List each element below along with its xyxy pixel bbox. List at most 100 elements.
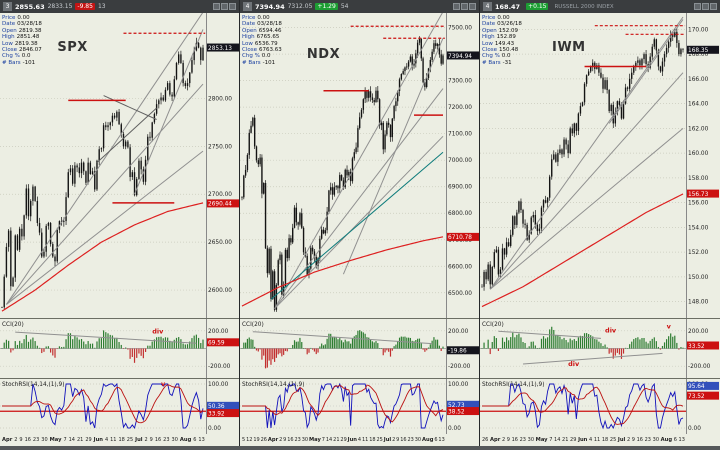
- time-axis-label: May: [309, 437, 321, 443]
- chart-panel-iwm: 4 168.47 +0.15 RUSSELL 2000 INDEX 170.00…: [480, 0, 720, 446]
- data-window-row: Chg % 0.0: [242, 53, 271, 60]
- window-buttons[interactable]: [453, 3, 476, 10]
- cci-svg[interactable]: 200.00 -200.00 -19.86 CCI(20): [240, 319, 479, 378]
- cci-label: CCI(20): [242, 322, 264, 328]
- value-badge: 7394.94: [447, 51, 479, 60]
- svg-text:52.73: 52.73: [448, 403, 465, 409]
- price-chart[interactable]: 170.00 168.00 166.00 164.00 162.00 160.00 158.…: [480, 13, 720, 318]
- time-axis-label: 21: [333, 437, 340, 443]
- price-chart-svg[interactable]: 2800.00 2750.00 2700.00 2650.00 2600.00 2853.…: [0, 13, 239, 318]
- data-window-row: Date 03/28/18: [242, 21, 282, 28]
- cci-panel[interactable]: 200.00 -200.00 -19.86 CCI(20): [240, 318, 479, 378]
- cci-panel[interactable]: 200.00 -200.00 div div v 33.52 CCI(20): [480, 318, 720, 378]
- svg-text:0.00: 0.00: [688, 426, 701, 432]
- svg-text:7100.00: 7100.00: [448, 132, 472, 138]
- cci-label: CCI(20): [2, 322, 24, 328]
- time-axis-label: 16: [154, 437, 162, 443]
- svg-text:148.00: 148.00: [688, 300, 709, 306]
- close-icon[interactable]: [469, 3, 476, 10]
- time-axis-label: 19: [253, 437, 260, 443]
- svg-text:6900.00: 6900.00: [448, 185, 472, 191]
- panel-header[interactable]: 4 7394.94 7312.05 +1.29 54: [240, 0, 479, 13]
- time-axis-label: 29: [85, 437, 92, 443]
- time-axis-label: 30: [301, 437, 309, 443]
- time-axis-label: 30: [527, 437, 535, 443]
- stochrsi-svg[interactable]: 100.000.0095.6473.52StochRSI(14,14,(1),9…: [480, 379, 719, 434]
- time-axis-label: Apr: [490, 437, 501, 443]
- svg-text:6600.00: 6600.00: [448, 264, 472, 270]
- cci-histogram: [241, 330, 444, 369]
- close-icon[interactable]: [229, 3, 236, 10]
- minimize-icon[interactable]: [213, 3, 220, 10]
- time-axis-label: 2: [626, 437, 631, 443]
- time-axis-label: 9: [19, 437, 23, 443]
- price-chart[interactable]: 7500.007400.007300.007200.007100.007000.…: [240, 13, 479, 318]
- data-window-row: Open 152.09: [482, 27, 518, 34]
- svg-text:div: div: [605, 327, 617, 335]
- time-axis-label: 16: [24, 437, 31, 443]
- time-axis-label: 11: [110, 437, 117, 443]
- time-axis-label: 21: [562, 437, 569, 443]
- value-badge: 73.52: [687, 391, 719, 400]
- header-change-badge: +0.15: [526, 3, 549, 10]
- maximize-icon[interactable]: [461, 3, 468, 10]
- svg-text:7300.00: 7300.00: [448, 79, 472, 85]
- svg-text:6710.78: 6710.78: [448, 235, 472, 241]
- window-buttons[interactable]: [694, 3, 717, 10]
- svg-text:v: v: [667, 323, 672, 331]
- stoch-label: StochRSI(14,14,(1),9): [242, 382, 304, 388]
- svg-text:2700.00: 2700.00: [208, 192, 232, 198]
- panel-header[interactable]: 4 168.47 +0.15 RUSSELL 2000 INDEX: [480, 0, 720, 13]
- price-axis: 170.00 168.00 166.00 164.00 162.00 160.00 158.…: [480, 27, 709, 306]
- time-axis-label: 4: [104, 437, 109, 443]
- time-axis-label: 11: [361, 437, 369, 443]
- time-axis-label: May: [535, 437, 548, 443]
- svg-text:0.00: 0.00: [208, 426, 221, 432]
- cci-histogram: [481, 326, 684, 359]
- panel-header[interactable]: 3 2855.63 2833.15 -9.85 13: [0, 0, 239, 13]
- time-axis: 5 12 19 26 Apr 2 9 16 23 30 May 7 14 21 29 Jun 4 11 18 25 Ju…: [240, 434, 447, 446]
- chart-type-icon[interactable]: 3: [3, 2, 12, 11]
- time-axis-label: 25: [609, 437, 617, 443]
- svg-text:200.00: 200.00: [688, 329, 709, 335]
- maximize-icon[interactable]: [221, 3, 228, 10]
- time-axis-label: 9: [631, 437, 635, 443]
- time-axis-label: 23: [163, 437, 170, 443]
- stochrsi-panel[interactable]: 100.00 0.00 52.73 38.52 StochRSI(14,14,(1),9…: [240, 378, 479, 434]
- chart-type-icon[interactable]: 4: [483, 2, 492, 11]
- data-window-row: Close 6763.63: [242, 47, 282, 54]
- chart-type-icon[interactable]: 4: [243, 2, 252, 11]
- data-window-row: Open 6594.46: [242, 27, 282, 34]
- minimize-icon[interactable]: [453, 3, 460, 10]
- data-window-row: Price 0.00: [242, 15, 270, 21]
- cci-panel[interactable]: 200.00 -200.00 div 69.59 CCI(20): [0, 318, 239, 378]
- close-icon[interactable]: [710, 3, 717, 10]
- price-chart-svg[interactable]: 170.00 168.00 166.00 164.00 162.00 160.00 158.…: [480, 13, 719, 318]
- data-window-row: Price 0.00: [482, 15, 510, 21]
- svg-text:156.00: 156.00: [688, 201, 709, 207]
- data-window-row: Close 2846.07: [2, 47, 42, 54]
- svg-text:150.00: 150.00: [688, 275, 709, 281]
- cci-svg[interactable]: 200.00 -200.00 div div v 33.52 CCI(20): [480, 319, 719, 378]
- price-chart[interactable]: 2800.00 2750.00 2700.00 2650.00 2600.00 2853.…: [0, 13, 239, 318]
- price-chart-svg[interactable]: 7500.007400.007300.007200.007100.007000.…: [240, 13, 479, 318]
- time-axis-label: 9: [396, 437, 400, 443]
- window-buttons[interactable]: [213, 3, 236, 10]
- maximize-icon[interactable]: [702, 3, 709, 10]
- time-axis-label: 23: [294, 437, 301, 443]
- time-axis-label: 30: [171, 437, 178, 443]
- cci-svg[interactable]: 200.00 -200.00 div 69.59 CCI(20): [0, 319, 239, 378]
- svg-text:95.64: 95.64: [688, 384, 705, 390]
- svg-text:div: div: [568, 360, 580, 368]
- candles-group: [1, 37, 204, 309]
- svg-text:100.00: 100.00: [208, 382, 229, 388]
- header-extra: 13: [97, 3, 106, 10]
- stochrsi-panel[interactable]: 100.00 0.00 v 50.36 33.92 StochRSI(14,14,(1),…: [0, 378, 239, 434]
- time-axis-label: 29: [570, 437, 577, 443]
- stochrsi-panel[interactable]: 100.000.0095.6473.52StochRSI(14,14,(1),9…: [480, 378, 720, 434]
- data-window-row: High 152.89: [482, 34, 516, 41]
- minimize-icon[interactable]: [694, 3, 701, 10]
